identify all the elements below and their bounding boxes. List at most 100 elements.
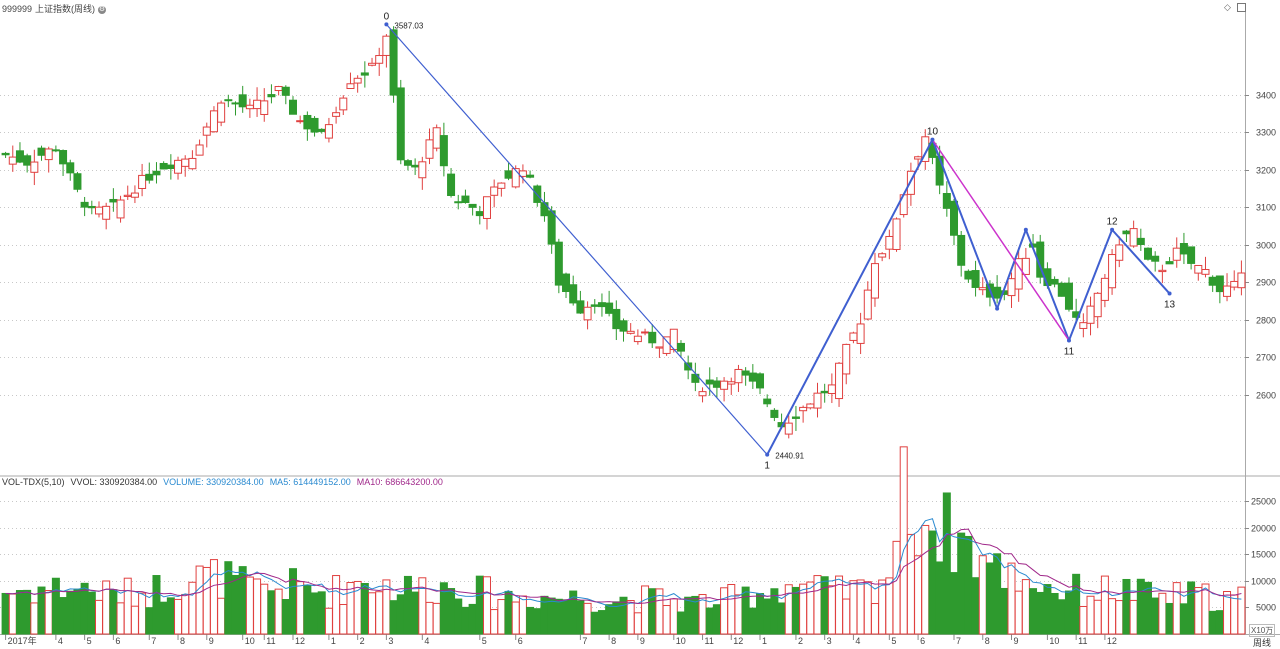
candle-down [763,398,772,405]
candle-up [274,86,283,92]
candle-up [784,422,793,435]
volume-bar [1230,594,1239,635]
volume-tick-label: 10000 [1251,577,1276,587]
symbol-code: 999999 [2,4,33,14]
time-tick-label: 12 [295,636,305,646]
candle-up [195,144,204,156]
candle-down [1,152,10,156]
volume-bar [820,576,829,635]
volume-bar [1172,582,1181,635]
candle-up [116,199,125,219]
volume-bar [59,597,68,635]
candle-up [842,343,851,375]
volume-bar [1000,587,1009,635]
volume-bar [1093,599,1102,635]
volume-bar [281,599,290,635]
time-tick-label: 7 [151,636,156,646]
candle-up [734,368,743,384]
candle-up [1223,285,1232,297]
candle-down [238,94,247,108]
volume-bar [209,559,218,635]
wave-segment [1068,229,1114,341]
time-tick-label: 8 [611,636,616,646]
volume-bar [368,592,377,635]
wave-point [1023,227,1028,232]
volume-bar [8,593,17,635]
candle-down [957,234,966,266]
candle-up [245,104,254,110]
candle-down [554,241,563,286]
candle-down [942,192,951,209]
volume-bar [482,576,491,635]
ma5-value: MA5: 614449152.00 [269,477,351,487]
candle-down [145,173,154,181]
volume-bar [1165,602,1174,635]
time-tick-label: 4 [855,636,860,646]
candle-up [1172,247,1181,261]
wave-segment [1024,229,1070,341]
volume-bar [490,609,499,635]
candle-up [914,156,923,160]
candle-down [288,99,297,115]
volume-bar [1072,573,1081,635]
candle-down [389,29,398,96]
candle-down [224,99,233,102]
volume-bar [382,579,391,635]
candle-up [1079,322,1088,329]
volume-bar [957,532,966,635]
volume-bar [547,597,556,635]
candle-up [870,263,879,299]
volume-bar [317,591,326,635]
volume-bar [641,585,650,635]
volume-bar [791,586,800,635]
volume-bar [806,581,815,635]
diamond-icon[interactable]: ◇ [1224,2,1231,12]
candle-down [576,300,585,314]
volume-bar [66,590,75,635]
candle-up [253,99,262,110]
time-tick-label: 12 [733,636,743,646]
wave-segment [931,139,999,309]
volume-bar [116,602,125,635]
candle-down [756,373,765,389]
volume-bar [324,607,333,635]
volume-bar [993,553,1002,635]
price-tick-label: 3400 [1256,91,1276,101]
volume-bar [411,591,420,635]
volume-bar [1179,603,1188,635]
time-tick-label: 5 [482,636,487,646]
candle-up [217,102,226,123]
volume-bar [303,584,312,635]
time-tick-label: 9 [209,636,214,646]
volume-bar [1064,590,1073,635]
restore-icon[interactable] [1237,3,1246,12]
candle-down [159,162,168,170]
candle-up [138,174,147,189]
time-tick-label: 7 [582,636,587,646]
volume-bar [468,603,477,635]
candle-up [94,206,103,215]
volume-bar [1007,562,1016,635]
candle-down [676,342,685,352]
candle-down [152,170,161,176]
candle-down [1064,282,1073,310]
volume-bar [648,588,657,635]
candle-up [1194,264,1203,274]
candle-down [648,331,657,344]
candle-up [799,406,808,412]
candle-down [109,198,118,203]
candle-down [310,117,319,133]
volume-bar [576,600,585,635]
candle-down [1057,282,1066,297]
candle-down [597,302,606,308]
time-tick-label: 2 [360,636,365,646]
candle-up [1100,277,1109,301]
volume-bar [1079,605,1088,635]
volume-indicator-bar: VOL-TDX(5,10) VVOL: 330920384.00 VOLUME: 3… [2,477,449,487]
gear-icon[interactable]: ⚙ [98,5,107,14]
period-label[interactable]: 周线 [1253,638,1272,648]
candle-up [375,55,384,64]
time-tick-label: 7 [956,636,961,646]
time-tick-label: 10 [676,636,686,646]
